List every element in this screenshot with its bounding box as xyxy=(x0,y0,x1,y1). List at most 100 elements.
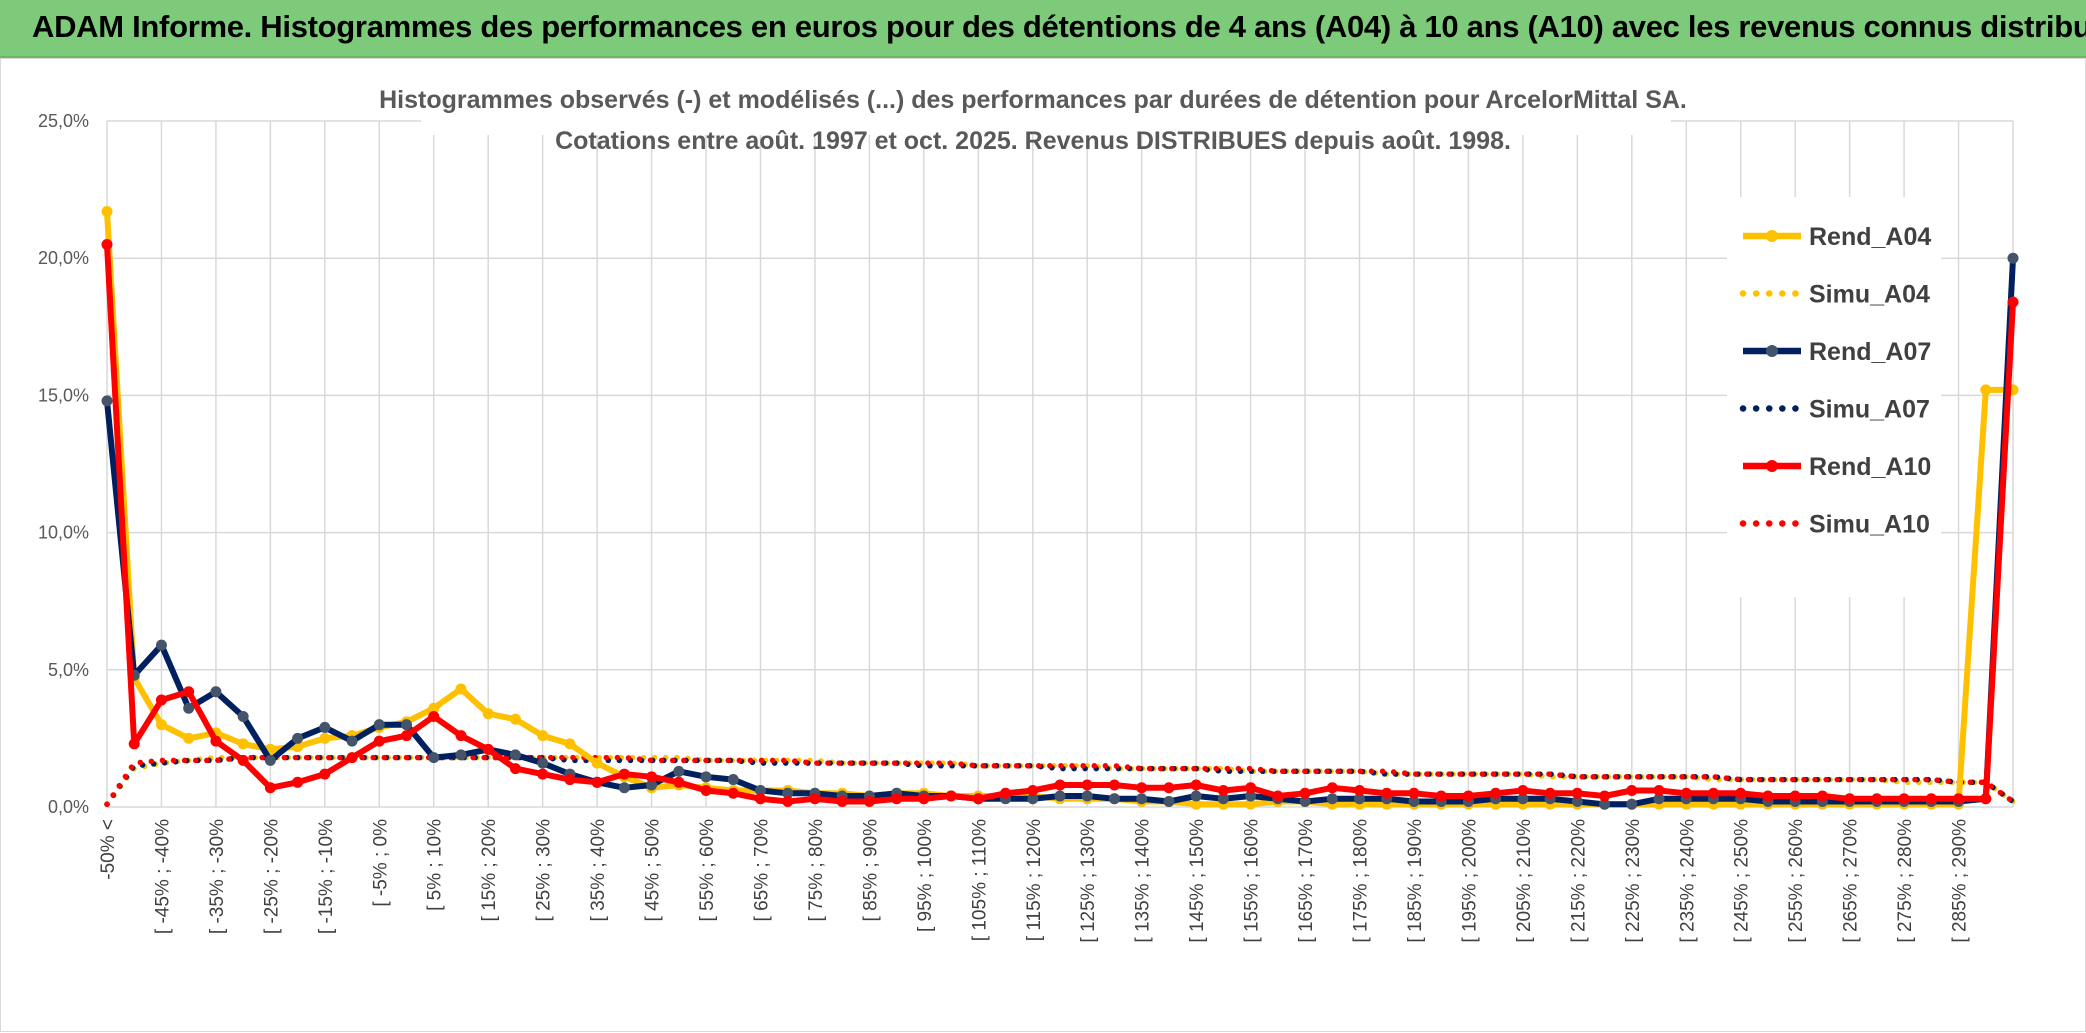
x-tick-label: [ 175% ; 180% xyxy=(1351,819,1372,943)
data-point xyxy=(373,735,385,747)
data-point xyxy=(646,779,658,791)
data-point xyxy=(809,793,821,805)
x-tick-label: [ 125% ; 130% xyxy=(1078,819,1099,943)
data-point xyxy=(1000,787,1012,799)
data-point xyxy=(1626,785,1638,797)
x-tick-label: [ -5% ; 0% xyxy=(370,819,391,907)
data-point xyxy=(1027,785,1039,797)
data-point xyxy=(101,206,113,218)
x-tick-label: [ -35% ; -30% xyxy=(207,819,228,934)
data-point xyxy=(155,719,167,731)
data-point xyxy=(101,395,113,407)
data-point xyxy=(1599,798,1611,810)
data-point xyxy=(1326,793,1338,805)
data-point xyxy=(1136,782,1148,794)
data-point xyxy=(455,730,467,742)
chart-svg: Histogrammes observés (-) et modélisés (… xyxy=(38,63,2019,943)
data-point xyxy=(1081,790,1093,802)
y-tick-label: 25,0% xyxy=(38,111,89,131)
legend-marker xyxy=(1766,460,1778,472)
series-line xyxy=(104,754,2016,808)
chart-frame: Histogrammes observés (-) et modélisés (… xyxy=(0,58,2086,1032)
x-tick-label: [ 275% ; 280% xyxy=(1895,819,1916,943)
data-point xyxy=(754,793,766,805)
data-point xyxy=(754,785,766,797)
data-point xyxy=(1190,798,1202,810)
data-point xyxy=(891,793,903,805)
data-point xyxy=(591,776,603,788)
data-point xyxy=(155,639,167,651)
y-tick-label: 15,0% xyxy=(38,385,89,405)
x-tick-label: [ -45% ; -40% xyxy=(152,819,173,934)
data-point xyxy=(401,719,413,731)
x-tick-label: [ 135% ; 140% xyxy=(1133,819,1154,943)
data-point xyxy=(1326,782,1338,794)
data-point xyxy=(373,719,385,731)
data-point xyxy=(346,735,358,747)
legend-label: Simu_A07 xyxy=(1809,396,1930,424)
data-point xyxy=(945,790,957,802)
data-point xyxy=(210,735,222,747)
x-tick-label: [ 45% ; 50% xyxy=(643,819,664,922)
data-point xyxy=(455,749,467,761)
data-point xyxy=(564,738,576,750)
data-point xyxy=(482,708,494,720)
x-tick-label: [ 165% ; 170% xyxy=(1296,819,1317,943)
chart-title-line2: Cotations entre août. 1997 et oct. 2025.… xyxy=(555,127,1511,155)
legend-item: Simu_A04 xyxy=(1739,281,1930,309)
legend-marker xyxy=(1766,230,1778,242)
x-tick-label: [ 95% ; 100% xyxy=(915,819,936,932)
x-tick-label: [ 195% ; 200% xyxy=(1459,819,1480,943)
data-point xyxy=(1054,790,1066,802)
data-point xyxy=(128,738,140,750)
data-point xyxy=(1435,790,1447,802)
data-point xyxy=(210,686,222,698)
x-tick-label: [ 65% ; 70% xyxy=(751,819,772,922)
legend-label: Simu_A10 xyxy=(1809,511,1930,539)
x-tick-label: [ 285% ; 290% xyxy=(1950,819,1971,943)
data-point xyxy=(1925,793,1937,805)
legend-background xyxy=(1727,197,1941,597)
data-point xyxy=(1490,787,1502,799)
data-point xyxy=(1816,790,1828,802)
data-point xyxy=(1217,793,1229,805)
legend: Rend_A04 Simu_A04 Rend_A07 Simu_A07 Rend_A10… xyxy=(1727,197,1941,597)
x-tick-label: [ 35% ; 40% xyxy=(588,819,609,922)
data-point xyxy=(1789,790,1801,802)
header-bar: ADAM Informe. Histogrammes des performan… xyxy=(0,0,2086,58)
x-tick-label: [ 205% ; 210% xyxy=(1514,819,1535,943)
data-point xyxy=(319,768,331,780)
data-point xyxy=(1299,787,1311,799)
x-tick-label: [ 75% ; 80% xyxy=(806,819,827,922)
data-point xyxy=(618,782,630,794)
data-point xyxy=(537,768,549,780)
legend-item: Rend_A04 xyxy=(1743,223,1931,251)
data-point xyxy=(1571,796,1583,808)
x-axis-ticks: -50% < [ -45% ; -40% [ -35% ; -30% [ -25% ;… xyxy=(98,819,1971,943)
y-tick-label: 0,0% xyxy=(48,797,89,817)
data-point xyxy=(2007,296,2019,308)
data-point xyxy=(292,776,304,788)
x-tick-label: [ -25% ; -20% xyxy=(261,819,282,934)
x-tick-label: [ 235% ; 240% xyxy=(1677,819,1698,943)
data-point xyxy=(1898,793,1910,805)
data-point xyxy=(509,763,521,775)
data-point xyxy=(537,757,549,769)
data-point xyxy=(237,754,249,766)
data-point xyxy=(1680,787,1692,799)
data-point xyxy=(1707,787,1719,799)
data-point xyxy=(1245,782,1257,794)
data-point xyxy=(1626,798,1638,810)
data-point xyxy=(237,738,249,750)
legend-marker xyxy=(1766,345,1778,357)
data-point xyxy=(428,702,440,714)
x-tick-label: [ 255% ; 260% xyxy=(1786,819,1807,943)
x-tick-label: [ 155% ; 160% xyxy=(1242,819,1263,943)
data-point xyxy=(673,776,685,788)
data-point xyxy=(1354,793,1366,805)
data-point xyxy=(673,765,685,777)
data-point xyxy=(700,785,712,797)
x-tick-label: [ 5% ; 10% xyxy=(425,819,446,911)
data-point xyxy=(1027,793,1039,805)
data-point xyxy=(782,796,794,808)
